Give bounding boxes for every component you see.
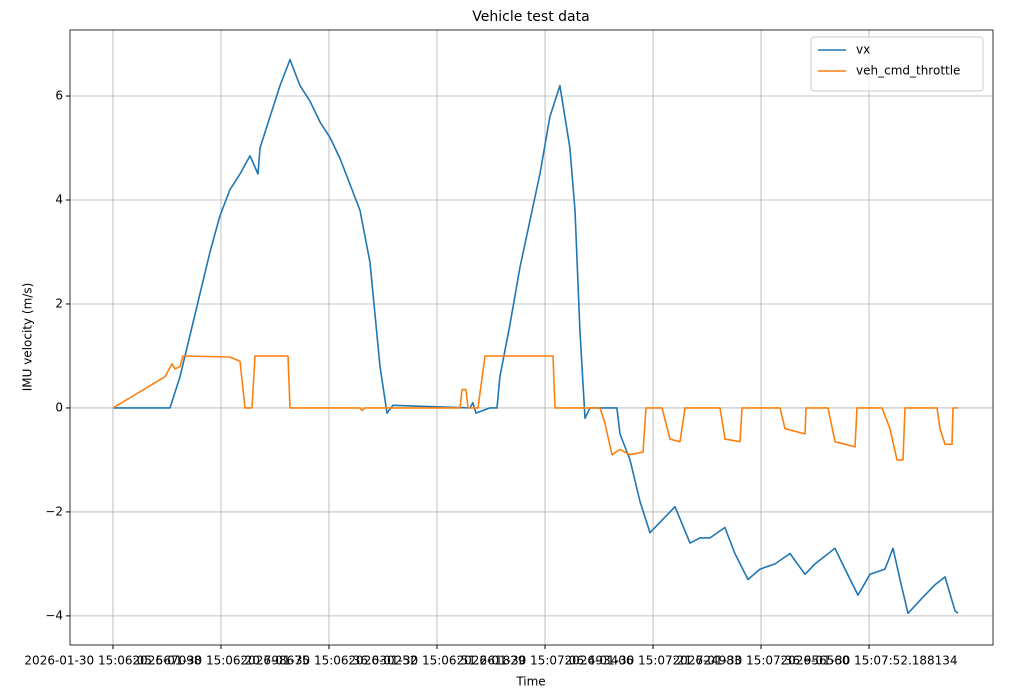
x-tick-label: 2026-01-30 15:07:52.188134	[781, 654, 958, 668]
x-tick-label: 2026-01-30 15:07:36.956560	[673, 654, 850, 668]
y-tick-label: 0	[55, 400, 63, 414]
y-tick-label: 6	[55, 89, 63, 103]
x-tick-label: 2026-01-30 15:06:05.567098	[24, 654, 201, 668]
x-tick-label: 2026-01-30 15:07:06.493406	[457, 654, 634, 668]
x-axis-label: Time	[515, 675, 545, 689]
series-line	[112, 355, 958, 461]
y-tick-label: 4	[55, 192, 63, 206]
y-tick-label: −2	[45, 504, 63, 518]
x-tick-label: 2026-01-30 15:06:51.261829	[348, 654, 525, 668]
x-tick-label: 2026-01-30 15:06:20.798675	[132, 654, 309, 668]
series-line	[113, 58, 959, 615]
legend-box	[810, 36, 984, 92]
legend-label: veh_cmd_throttle	[856, 64, 960, 78]
legend-label: vx	[856, 43, 870, 57]
y-tick-label: 2	[55, 296, 63, 310]
x-tick-label: 2026-01-30 15:06:36.030252	[240, 654, 417, 668]
y-axis-label: IMU velocity (m/s)	[21, 283, 35, 392]
x-tick-label: 2026-01-30 15:07:21.724983	[565, 654, 742, 668]
y-tick-label: −4	[45, 608, 63, 622]
axes-frame	[69, 29, 994, 646]
chart-title: Vehicle test data	[472, 9, 589, 25]
